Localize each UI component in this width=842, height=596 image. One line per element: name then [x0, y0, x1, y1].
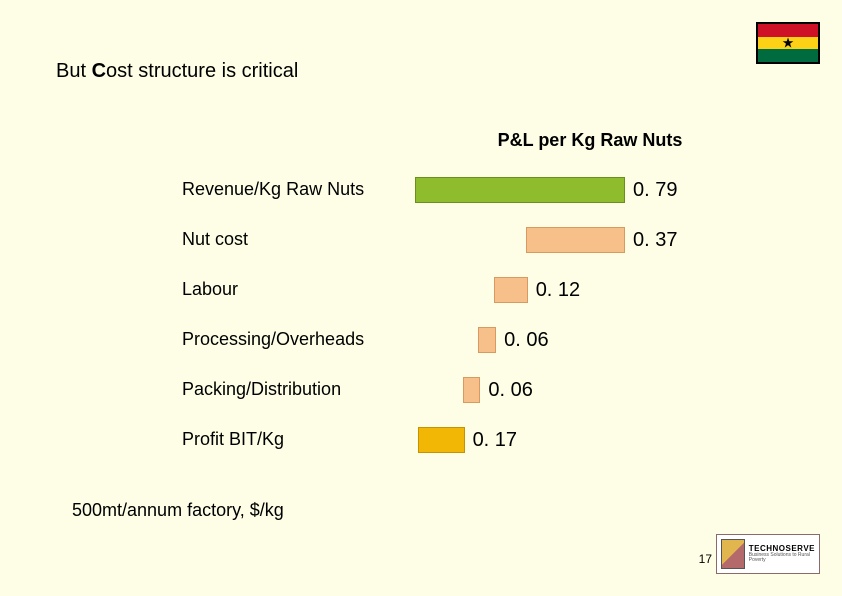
- slide-title: But Cost structure is critical: [56, 60, 298, 83]
- logo-tag: Business Solutions to Rural Poverty: [749, 553, 815, 563]
- bar: [418, 427, 465, 453]
- bar: [463, 377, 481, 403]
- bar: [415, 177, 625, 203]
- chart-row: Packing/Distribution0. 06: [0, 365, 842, 415]
- bar: [494, 277, 528, 303]
- bar-wrap: [0, 227, 625, 251]
- row-value: 0. 12: [536, 279, 580, 302]
- bar: [478, 327, 496, 353]
- logo-text: TECHNOSERVE Business Solutions to Rural …: [749, 545, 815, 563]
- slide: ★ But Cost structure is critical P&L per…: [0, 0, 842, 596]
- chart-row: Labour0. 12: [0, 265, 842, 315]
- footnote-text: 500mt/annum factory, $/kg: [72, 500, 284, 521]
- bar-wrap: [0, 277, 625, 301]
- chart-row: Revenue/Kg Raw Nuts0. 79: [0, 165, 842, 215]
- bar: [526, 227, 625, 253]
- page-number: 17: [699, 552, 712, 566]
- title-rest: ost structure is critical: [106, 60, 298, 82]
- flag-stripe-green: [758, 49, 818, 62]
- logo-mark-icon: [721, 539, 745, 569]
- row-value: 0. 79: [633, 179, 677, 202]
- chart-rows: Revenue/Kg Raw Nuts0. 79Nut cost0. 37Lab…: [0, 165, 842, 465]
- title-cap: C: [92, 60, 106, 82]
- technoserve-logo: TECHNOSERVE Business Solutions to Rural …: [716, 534, 820, 574]
- chart-title: P&L per Kg Raw Nuts: [410, 130, 770, 151]
- chart-row: Profit BIT/Kg0. 17: [0, 415, 842, 465]
- flag-stripe-yellow: ★: [758, 37, 818, 50]
- bar-wrap: [0, 427, 625, 451]
- row-value: 0. 37: [633, 229, 677, 252]
- row-value: 0. 17: [473, 429, 517, 452]
- chart-row: Processing/Overheads0. 06: [0, 315, 842, 365]
- row-value: 0. 06: [504, 329, 548, 352]
- title-prefix: But: [56, 60, 92, 82]
- row-value: 0. 06: [488, 379, 532, 402]
- flag-star-icon: ★: [782, 35, 795, 49]
- ghana-flag-icon: ★: [756, 22, 820, 64]
- chart-row: Nut cost0. 37: [0, 215, 842, 265]
- bar-wrap: [0, 177, 625, 201]
